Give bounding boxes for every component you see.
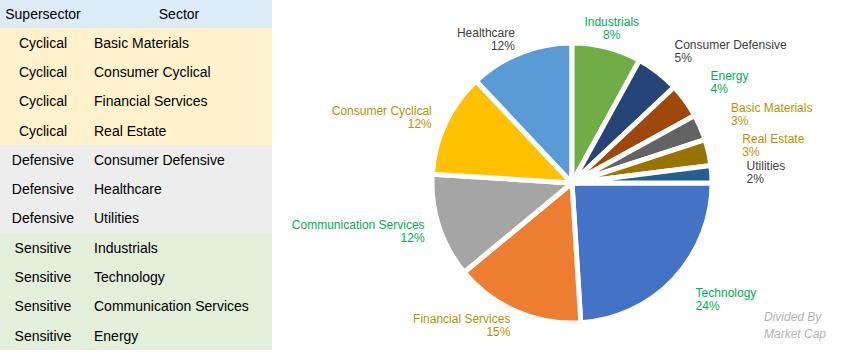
html-text:Sector: Sector: [158, 6, 200, 22]
html-text:Sensitive: Sensitive: [14, 239, 72, 256]
svg-text:Technology24%: Technology24%: [696, 286, 757, 313]
html-text:Sensitive: Sensitive: [14, 298, 72, 315]
html-text:Basic Materials: Basic Materials: [94, 34, 189, 51]
html-text:Financial Services: Financial Services: [94, 93, 208, 110]
svg-text:Utilities2%: Utilities2%: [747, 159, 786, 186]
html-text:Defensive: Defensive: [11, 151, 75, 168]
svg-text:Consumer Cyclical12%: Consumer Cyclical12%: [332, 104, 432, 131]
html-text:Technology: Technology: [94, 269, 165, 285]
html-text:Divided By: Divided By: [764, 310, 822, 324]
svg-text:Financial Services15%: Financial Services15%: [413, 312, 511, 339]
html-text:Consumer Cyclical: Consumer Cyclical: [94, 63, 211, 80]
html-text:Cyclical: Cyclical: [18, 93, 68, 110]
html-text:Healthcare: Healthcare: [94, 181, 162, 198]
html-text:Consumer Defensive: Consumer Defensive: [94, 151, 225, 168]
svg-text:Consumer Defensive5%: Consumer Defensive5%: [675, 38, 787, 65]
html-text:Utilities: Utilities: [94, 210, 140, 227]
html-text:Market Cap: Market Cap: [764, 327, 826, 341]
html-text:Energy: Energy: [94, 327, 139, 344]
html-text:Defensive: Defensive: [11, 181, 75, 198]
html-text:Supersector: Supersector: [5, 6, 81, 22]
html-text:Sensitive: Sensitive: [14, 269, 72, 285]
html-text:Cyclical: Cyclical: [18, 122, 68, 139]
svg-text:Energy4%: Energy4%: [710, 69, 748, 96]
svg-text:Real Estate3%: Real Estate3%: [742, 132, 804, 159]
svg-text:Healthcare12%: Healthcare12%: [457, 26, 515, 53]
html-text:Industrials: Industrials: [94, 239, 158, 256]
svg-text:Communication Services12%: Communication Services12%: [292, 218, 425, 245]
html-text:Cyclical: Cyclical: [18, 63, 68, 80]
html-text:Cyclical: Cyclical: [18, 34, 68, 51]
html-text:Sensitive: Sensitive: [14, 327, 72, 344]
html-text:Communication Services: Communication Services: [94, 298, 249, 315]
html-text:Real Estate: Real Estate: [94, 122, 167, 139]
svg-text:Basic Materials3%: Basic Materials3%: [731, 101, 812, 128]
html-text:Defensive: Defensive: [11, 210, 75, 227]
svg-text:Industrials8%: Industrials8%: [584, 15, 639, 42]
